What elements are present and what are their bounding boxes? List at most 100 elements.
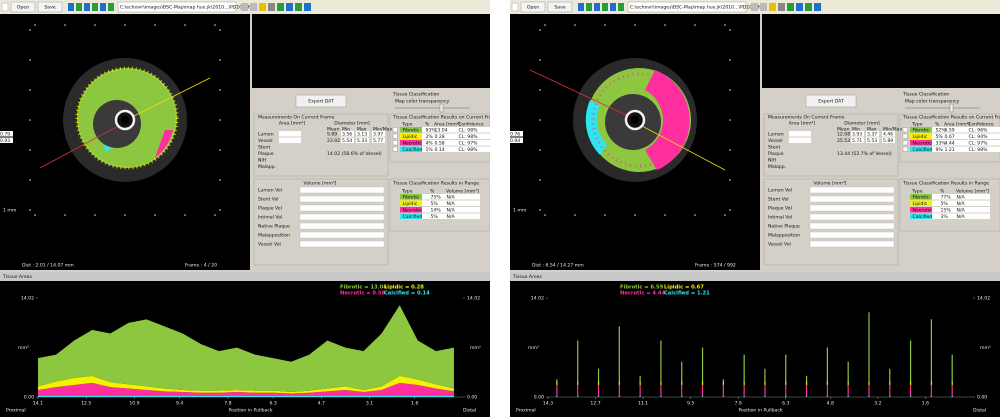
checkbox[interactable] xyxy=(392,140,398,146)
playback-button[interactable] xyxy=(68,3,74,11)
tool-icon[interactable] xyxy=(250,3,257,11)
playback-button[interactable] xyxy=(618,3,624,11)
toolbar-button[interactable] xyxy=(37,1,63,13)
volume-field xyxy=(809,195,895,203)
tool-icon[interactable] xyxy=(241,3,248,11)
playback-button[interactable] xyxy=(586,3,592,11)
tool-icon[interactable] xyxy=(304,3,311,11)
measure-value: 5.77 xyxy=(373,138,383,144)
tool-icon[interactable] xyxy=(814,3,821,11)
playback-button[interactable] xyxy=(76,3,82,11)
tool-icon[interactable] xyxy=(259,3,266,11)
export-button[interactable] xyxy=(805,94,857,108)
calibration-dot xyxy=(219,89,221,91)
tissue-bar xyxy=(868,381,870,385)
measure-value: 9.89 xyxy=(327,132,337,138)
range-results-box xyxy=(899,178,1000,232)
toolbar-button[interactable] xyxy=(520,1,546,13)
toolbar-button-label: Save xyxy=(44,5,55,11)
volume-box xyxy=(253,178,389,266)
tissue-bar xyxy=(660,381,662,385)
measure-label: Stent xyxy=(768,145,780,151)
table-cell: 0.58 xyxy=(435,141,445,147)
value-cell xyxy=(866,137,879,143)
playback-button[interactable] xyxy=(594,3,600,11)
calibration-dot xyxy=(729,209,731,211)
value-cell xyxy=(851,137,864,143)
tissue-bar xyxy=(577,395,579,397)
tissue-area xyxy=(38,375,454,394)
calibration-dot xyxy=(729,179,731,181)
y-axis-label: mm² xyxy=(18,346,29,351)
playback-button[interactable] xyxy=(578,3,584,11)
x-tick-label: 4.8 xyxy=(827,401,834,407)
table-cell: 75% xyxy=(431,195,442,201)
measure-column: Mean xyxy=(837,127,850,133)
tool-icon[interactable] xyxy=(268,3,275,11)
toolbar-button[interactable] xyxy=(547,1,573,13)
tissue-bar xyxy=(618,384,620,396)
y-tick-label: 14.02 xyxy=(531,296,544,302)
export-button[interactable] xyxy=(295,94,347,108)
tissue-bar xyxy=(556,379,558,382)
checkbox[interactable] xyxy=(392,146,398,152)
volume-field xyxy=(299,186,385,194)
x-tick-label: 3.2 xyxy=(874,401,881,407)
playback-button[interactable] xyxy=(100,3,106,11)
table-cell: CL: 98% xyxy=(459,128,479,134)
table-cell: N/A xyxy=(447,195,456,201)
toolbar-button[interactable] xyxy=(10,1,36,13)
calibration-dot xyxy=(634,24,636,26)
calibration-dot xyxy=(214,214,216,216)
playback-button[interactable] xyxy=(610,3,616,11)
volume-label: Malapposition xyxy=(768,233,800,239)
tool-icon[interactable] xyxy=(778,3,785,11)
calibration-dot xyxy=(184,24,186,26)
table-cell: 33% xyxy=(936,141,947,147)
x-tick-label: 12.5 xyxy=(81,401,91,407)
calibration-dot xyxy=(154,24,156,26)
tool-icon[interactable] xyxy=(277,3,284,11)
checkbox[interactable] xyxy=(902,133,908,139)
slider-thumb[interactable] xyxy=(949,103,954,113)
tool-icon[interactable] xyxy=(805,3,812,11)
checkbox[interactable] xyxy=(392,133,398,139)
tool-icon[interactable] xyxy=(787,3,794,11)
calibration-dot xyxy=(539,209,541,211)
tool-icon[interactable] xyxy=(295,3,302,11)
playback-button[interactable] xyxy=(602,3,608,11)
ivus-image xyxy=(510,14,760,270)
volume-field xyxy=(299,222,385,230)
checkbox[interactable] xyxy=(902,146,908,152)
table-cell: 6.59 xyxy=(945,128,955,134)
tool-icon[interactable] xyxy=(796,3,803,11)
tissue-bar xyxy=(805,381,808,385)
measure-value: 4.46 xyxy=(883,132,893,138)
measure-value: 0.94 xyxy=(510,138,520,144)
checkbox[interactable] xyxy=(392,127,398,133)
tissue-swatch xyxy=(400,140,422,146)
calibration-dot xyxy=(539,179,541,181)
y-tick-label: 14.02 xyxy=(977,296,990,302)
playback-button[interactable] xyxy=(108,3,114,11)
value-cell xyxy=(341,131,354,137)
start-label: Proximal xyxy=(516,408,536,414)
x-tick-label: 14.1 xyxy=(33,401,43,407)
calibration-dot xyxy=(219,179,221,181)
table-cell: Lipidic xyxy=(403,134,418,140)
tool-icon[interactable] xyxy=(751,3,758,11)
volume-box xyxy=(763,178,899,266)
measurements-box xyxy=(253,113,389,177)
volume-label: Vessel Vol xyxy=(258,242,281,248)
slider-thumb[interactable] xyxy=(439,103,444,113)
playback-button[interactable] xyxy=(92,3,98,11)
measure-label: NIH xyxy=(258,158,266,164)
tool-icon[interactable] xyxy=(286,3,293,11)
table-cell: Necrotic xyxy=(403,141,422,147)
playback-button[interactable] xyxy=(84,3,90,11)
checkbox[interactable] xyxy=(902,127,908,133)
checkbox[interactable] xyxy=(902,140,908,146)
tool-icon[interactable] xyxy=(760,3,767,11)
scale-label: 1 mm xyxy=(513,208,527,214)
tool-icon[interactable] xyxy=(769,3,776,11)
